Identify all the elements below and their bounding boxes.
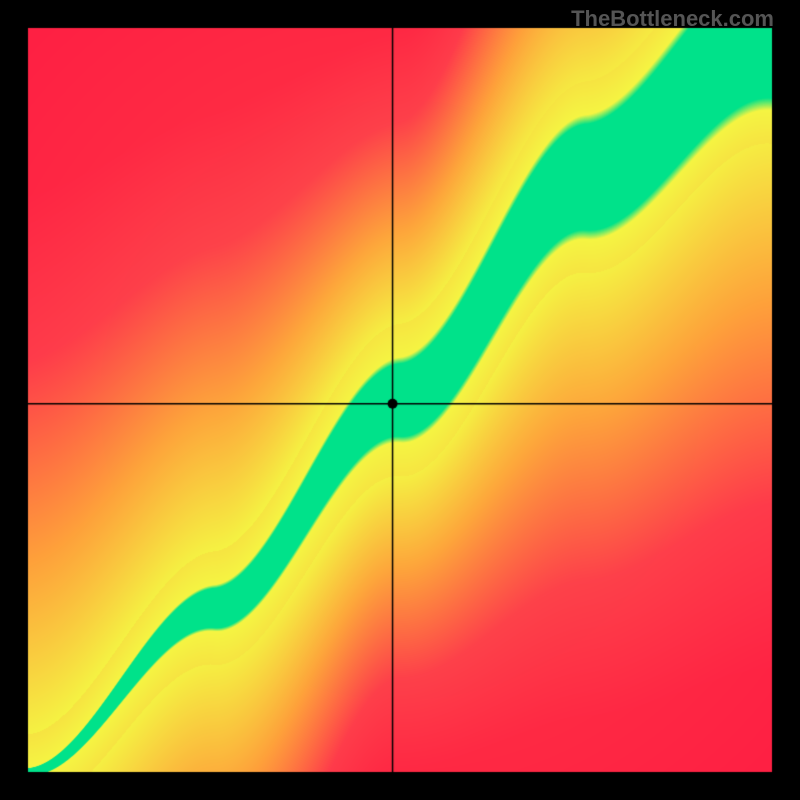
- bottleneck-heatmap: [0, 0, 800, 800]
- watermark-text: TheBottleneck.com: [571, 6, 774, 32]
- chart-container: { "watermark": { "text": "TheBottleneck.…: [0, 0, 800, 800]
